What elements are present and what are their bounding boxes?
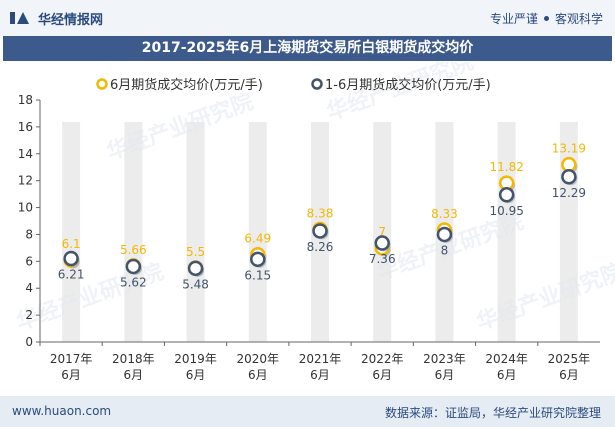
series-2-data-label: 5.48 bbox=[182, 277, 209, 291]
series-2-data-label: 10.95 bbox=[489, 204, 523, 218]
x-tick-label: 2021年 bbox=[299, 352, 342, 366]
category-band bbox=[248, 122, 267, 342]
logo-icon bbox=[10, 12, 29, 24]
series-1-data-label: 7 bbox=[378, 225, 386, 239]
series-2-point bbox=[312, 223, 328, 239]
series-1-data-label: 8.33 bbox=[431, 207, 458, 221]
x-tick-label: 6月 bbox=[310, 368, 330, 382]
series-2-point bbox=[187, 260, 204, 277]
footer: www.huaon.com 数据来源：证监局，华经产业研究院整理 bbox=[0, 396, 615, 427]
x-tick-label: 2025年 bbox=[548, 352, 591, 366]
series-2-point bbox=[498, 187, 515, 203]
category-band bbox=[373, 122, 392, 342]
y-tick-label: 0 bbox=[25, 335, 33, 349]
y-tick-label: 14 bbox=[18, 147, 33, 161]
series-2-data-label: 8 bbox=[441, 243, 449, 257]
tagline: 专业严谨 客观科学 bbox=[490, 10, 603, 27]
top-bar: 华经情报网 专业严谨 客观科学 bbox=[0, 0, 615, 36]
tagline-text-1: 专业严谨 bbox=[489, 12, 538, 26]
category-band bbox=[124, 122, 143, 342]
x-tick-label: 6月 bbox=[559, 368, 579, 382]
series-2-data-label: 8.26 bbox=[307, 240, 334, 254]
website-link[interactable]: www.huaon.com bbox=[12, 404, 112, 418]
series-2-point bbox=[561, 169, 577, 185]
y-tick-label: 2 bbox=[25, 308, 33, 322]
x-tick-label: 6月 bbox=[497, 368, 517, 382]
legend-label-2: 1-6月期货成交均价(万元/手) bbox=[325, 77, 491, 93]
series-1-data-label: 8.38 bbox=[307, 206, 334, 220]
series-2-point bbox=[125, 258, 142, 275]
separator-dot-icon bbox=[543, 16, 549, 21]
y-tick-label: 12 bbox=[18, 174, 33, 188]
series-2-point bbox=[436, 226, 453, 243]
watermark-text: 华经产业研究院 bbox=[323, 62, 477, 126]
x-tick-label: 6月 bbox=[124, 368, 144, 382]
legend-label-1: 6月期货成交均价(万元/手) bbox=[110, 77, 263, 93]
series-1-data-label: 6.1 bbox=[62, 237, 81, 251]
chart-title: 2017-2025年6月上海期货交易所白银期货成交均价 bbox=[3, 36, 612, 61]
brand-name: 华经情报网 bbox=[38, 13, 104, 28]
x-tick-label: 2019年 bbox=[174, 352, 217, 366]
watermark-text: 华经产业研究院 bbox=[473, 259, 615, 336]
y-tick-label: 16 bbox=[18, 120, 33, 134]
data-source: 数据来源：证监局，华经产业研究院整理 bbox=[384, 406, 601, 420]
x-tick-label: 2017年 bbox=[50, 352, 93, 366]
series-2-point bbox=[250, 251, 266, 268]
x-tick-label: 2022年 bbox=[361, 352, 404, 366]
series-2-data-label: 5.62 bbox=[120, 275, 147, 289]
x-tick-label: 6月 bbox=[186, 368, 206, 382]
y-tick-label: 10 bbox=[18, 201, 33, 215]
x-tick-label: 2018年 bbox=[112, 352, 155, 366]
legend-marker-2 bbox=[311, 78, 323, 90]
x-tick-label: 2020年 bbox=[237, 352, 280, 366]
series-1-data-label: 13.19 bbox=[552, 142, 586, 156]
series-2-data-label: 6.21 bbox=[58, 268, 85, 282]
y-tick-label: 6 bbox=[25, 254, 33, 268]
series-2-data-label: 7.36 bbox=[369, 252, 396, 266]
y-tick-label: 4 bbox=[25, 281, 33, 295]
series-1-data-label: 6.49 bbox=[244, 232, 271, 246]
x-tick-label: 2023年 bbox=[423, 352, 466, 366]
x-tick-label: 6月 bbox=[61, 368, 81, 382]
series-1-data-label: 5.5 bbox=[186, 245, 205, 259]
series-1-data-label: 11.82 bbox=[489, 160, 523, 174]
x-tick-label: 2024年 bbox=[485, 352, 528, 366]
legend-marker-1 bbox=[96, 78, 108, 90]
chart: 华经产业研究院华经产业研究院华经产业研究院华经产业研究院华经产业研究院02468… bbox=[13, 62, 615, 382]
series-1-data-label: 5.66 bbox=[120, 243, 147, 257]
category-band bbox=[186, 122, 205, 342]
series-2-point bbox=[374, 235, 390, 251]
series-2-point bbox=[63, 250, 79, 267]
watermark-text: 华经产业研究院 bbox=[13, 259, 167, 336]
category-band bbox=[62, 122, 81, 342]
series-2-data-label: 6.15 bbox=[244, 268, 271, 282]
y-tick-label: 18 bbox=[18, 93, 33, 107]
series-2-data-label: 12.29 bbox=[552, 186, 586, 200]
y-tick-label: 8 bbox=[25, 227, 33, 241]
tagline-text-2: 客观科学 bbox=[554, 12, 603, 26]
x-tick-label: 6月 bbox=[435, 368, 455, 382]
x-tick-label: 6月 bbox=[372, 368, 392, 382]
x-tick-label: 6月 bbox=[248, 368, 268, 382]
